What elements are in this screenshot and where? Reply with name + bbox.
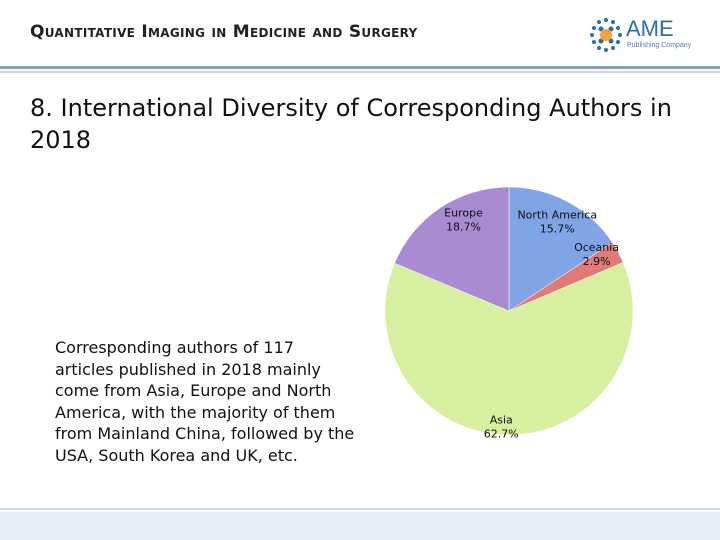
pie-label-north-america: North America [517,208,597,221]
pie-value-europe: 18.7% [446,221,481,234]
journal-title: Quantitative Imaging in Medicine and Sur… [30,22,418,42]
logo-subtitle: Publishing Company [627,42,692,49]
pie-slice-north-america [508,186,613,312]
pie-label-oceania: Oceania [574,241,619,254]
pie-label-asia: Asia [490,413,513,426]
header-rule-light [0,71,720,73]
pie-value-oceania: 2.9% [583,255,611,268]
pie-slice-asia [384,262,634,436]
logo-text: AME [626,16,674,41]
pie-slice-europe [394,186,510,312]
body-text: Corresponding authors of 117 articles pu… [55,338,355,465]
pie-value-north-america: 15.7% [540,222,575,235]
footer-band [0,512,720,540]
footer-rule [0,508,720,510]
header: Quantitative Imaging in Medicine and Sur… [0,0,720,62]
header-rule [0,66,720,69]
slide-title: 8. International Diversity of Correspond… [30,94,672,154]
pie-label-europe: Europe [444,207,483,220]
ame-logo: AME Publishing Company [588,14,698,56]
pie-value-asia: 62.7% [484,427,519,440]
ame-globe-icon [590,18,622,52]
